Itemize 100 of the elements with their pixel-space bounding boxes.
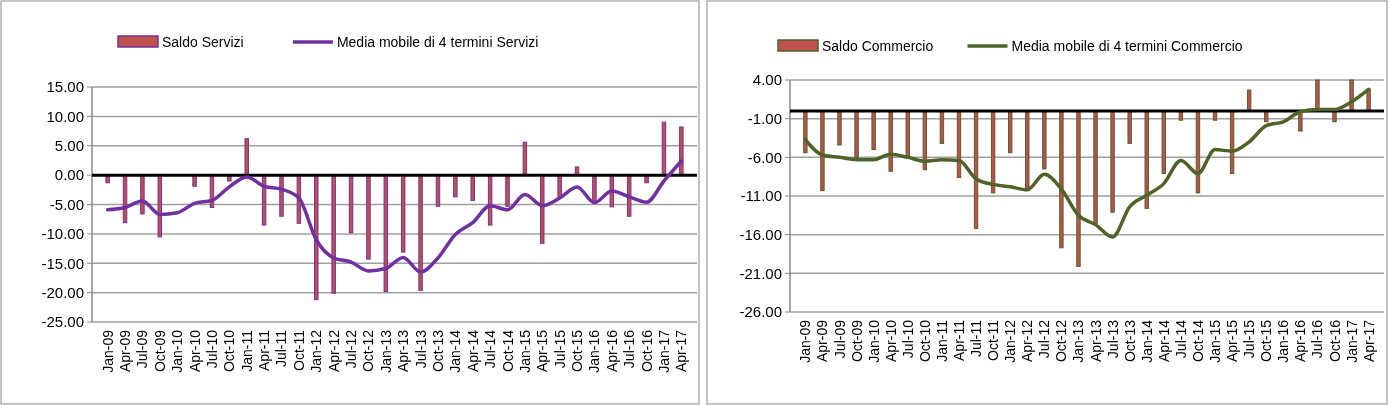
x-tick-label: Jul-09 bbox=[831, 319, 848, 359]
x-tick-label: Jul-16 bbox=[1309, 319, 1326, 359]
legend-label: Media mobile di 4 termini Servizi bbox=[336, 34, 539, 50]
y-tick-label: -26.00 bbox=[739, 303, 782, 321]
x-tick-label: Apr-10 bbox=[186, 329, 203, 373]
x-tick-label: Jan-10 bbox=[865, 319, 882, 363]
x-tick-label: Oct-12 bbox=[1053, 319, 1070, 363]
x-tick-label: Oct-14 bbox=[499, 329, 516, 373]
bar bbox=[837, 110, 842, 146]
x-tick-label: Apr-15 bbox=[534, 329, 551, 373]
x-tick-label: Jan-11 bbox=[933, 319, 950, 362]
x-tick-label: Jul-12 bbox=[343, 329, 360, 369]
y-tick-label: 0.00 bbox=[54, 166, 84, 184]
bar bbox=[1246, 89, 1252, 112]
bar bbox=[540, 174, 545, 244]
x-tick-label: Oct-10 bbox=[916, 319, 933, 363]
bar bbox=[366, 174, 371, 260]
y-tick-label: 5.00 bbox=[54, 137, 84, 154]
x-tick-label: Apr-10 bbox=[882, 319, 899, 363]
x-tick-label: Oct-10 bbox=[221, 329, 238, 373]
x-tick-label: Jul-10 bbox=[203, 329, 220, 369]
x-tick-label: Jul-12 bbox=[1036, 319, 1053, 359]
x-tick-label: Jul-14 bbox=[482, 329, 499, 369]
x-tick-label: Oct-09 bbox=[151, 329, 168, 373]
bar bbox=[871, 110, 876, 151]
y-tick-label: -11.00 bbox=[740, 187, 782, 205]
x-tick-label: Apr-11 bbox=[256, 329, 273, 371]
legend-label: Media mobile di 4 termini Commercio bbox=[1011, 38, 1243, 54]
x-tick-label: Apr-11 bbox=[950, 319, 967, 361]
bar bbox=[1093, 110, 1098, 225]
bar bbox=[1127, 110, 1132, 144]
bar bbox=[820, 110, 825, 192]
x-tick-label: Jan-12 bbox=[308, 329, 325, 373]
y-tick-label: -1.00 bbox=[747, 109, 782, 127]
x-tick-label: Jan-14 bbox=[1138, 319, 1155, 363]
y-tick-label: -6.00 bbox=[747, 148, 782, 166]
bar bbox=[400, 174, 406, 253]
y-tick-label: -21.00 bbox=[739, 264, 782, 282]
x-tick-label: Apr-12 bbox=[325, 329, 342, 373]
y-tick-label: 15.00 bbox=[46, 78, 84, 96]
x-tick-label: Jan-11 bbox=[238, 329, 255, 372]
bar bbox=[922, 110, 928, 171]
bar bbox=[1161, 110, 1167, 175]
x-tick-label: Jul-13 bbox=[1104, 319, 1121, 359]
x-tick-label: Oct-11 bbox=[985, 319, 1002, 361]
bar bbox=[470, 174, 475, 201]
x-tick-label: Jan-17 bbox=[655, 329, 672, 373]
x-tick-label: Jul-15 bbox=[551, 329, 568, 369]
x-tick-label: Oct-16 bbox=[638, 329, 655, 373]
bar bbox=[888, 110, 893, 172]
x-tick-label: Oct-12 bbox=[360, 329, 377, 373]
y-tick-label: -15.00 bbox=[41, 254, 84, 272]
bar bbox=[1264, 110, 1269, 123]
x-tick-label: Apr-09 bbox=[117, 329, 134, 373]
x-tick-label: Jan-15 bbox=[516, 329, 533, 373]
y-tick-label: -5.00 bbox=[49, 195, 84, 213]
x-tick-label: Jul-10 bbox=[899, 319, 916, 359]
legend-label: Saldo Servizi bbox=[162, 34, 244, 50]
x-tick-label: Jul-16 bbox=[621, 329, 638, 369]
x-tick-label: Apr-13 bbox=[1087, 319, 1104, 363]
x-tick-label: Jan-14 bbox=[447, 329, 464, 373]
x-tick-label: Apr-13 bbox=[395, 329, 412, 373]
x-tick-label: Jan-09 bbox=[99, 329, 116, 373]
bar bbox=[1332, 110, 1337, 123]
x-tick-label: Apr-16 bbox=[603, 329, 620, 373]
y-tick-label: -20.00 bbox=[41, 283, 84, 301]
legend-label: Saldo Commercio bbox=[822, 38, 934, 54]
bar bbox=[854, 110, 859, 158]
x-tick-label: Jul-13 bbox=[412, 329, 429, 369]
x-tick-label: Jan-16 bbox=[1275, 319, 1292, 363]
y-tick-label: -16.00 bbox=[739, 225, 782, 243]
bar bbox=[157, 174, 163, 238]
x-tick-label: Apr-14 bbox=[1155, 319, 1172, 363]
x-tick-label: Jul-09 bbox=[134, 329, 151, 369]
bar bbox=[1007, 110, 1013, 154]
bar bbox=[905, 110, 910, 158]
y-tick-label: 4.00 bbox=[752, 71, 782, 89]
x-tick-label: Jul-15 bbox=[1241, 319, 1258, 359]
x-tick-label: Jan-15 bbox=[1207, 319, 1224, 363]
x-tick-label: Apr-12 bbox=[1019, 319, 1036, 363]
y-tick-label: -10.00 bbox=[41, 225, 84, 243]
x-tick-label: Jan-17 bbox=[1343, 319, 1360, 363]
x-tick-label: Oct-09 bbox=[848, 319, 865, 363]
x-tick-label: Apr-16 bbox=[1292, 319, 1309, 363]
y-tick-label: 10.00 bbox=[46, 107, 84, 125]
x-tick-label: Jan-13 bbox=[377, 329, 394, 373]
x-tick-label: Apr-15 bbox=[1224, 319, 1241, 363]
x-tick-label: Apr-17 bbox=[1360, 319, 1377, 363]
bar bbox=[1110, 110, 1115, 213]
x-tick-label: Oct-13 bbox=[1121, 319, 1138, 363]
x-tick-label: Jul-11 bbox=[273, 329, 290, 368]
bar bbox=[487, 174, 493, 226]
x-tick-label: Oct-15 bbox=[1258, 319, 1275, 363]
x-tick-label: Oct-11 bbox=[290, 329, 307, 371]
x-tick-label: Jan-09 bbox=[797, 319, 814, 363]
x-tick-label: Jul-11 bbox=[968, 319, 985, 358]
y-tick-label: -25.00 bbox=[41, 313, 84, 331]
x-tick-label: Jan-10 bbox=[169, 329, 186, 373]
bar bbox=[261, 174, 267, 226]
x-tick-label: Jan-12 bbox=[1002, 319, 1019, 363]
